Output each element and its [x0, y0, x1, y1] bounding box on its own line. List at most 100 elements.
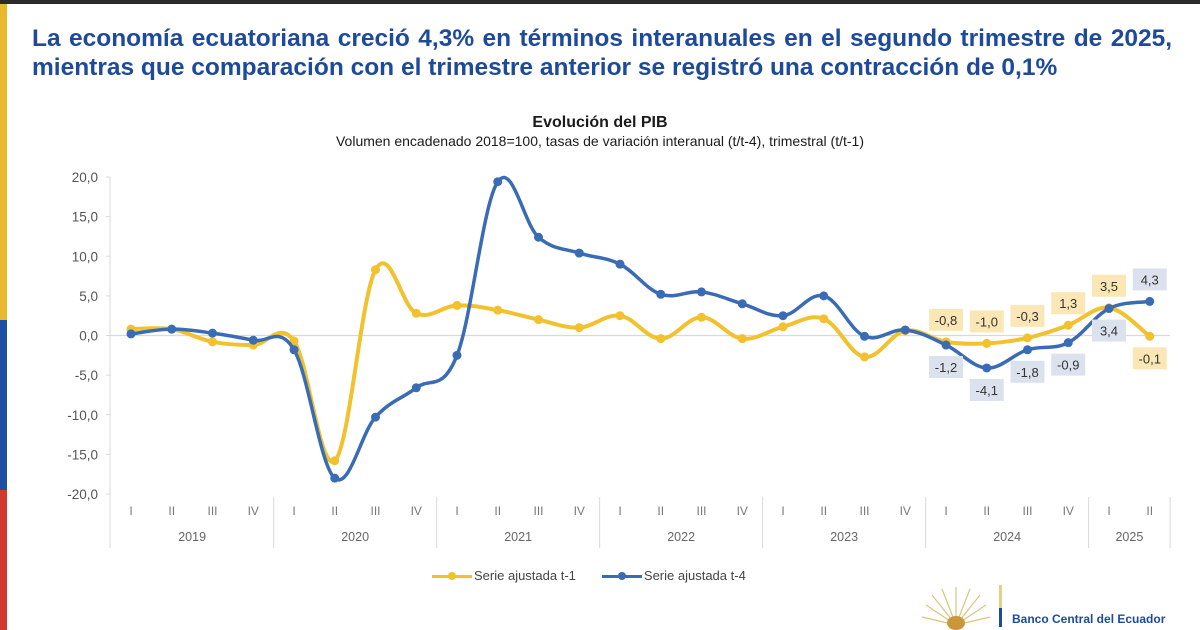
y-tick-label: -15,0: [67, 447, 98, 462]
data-point-t4: [1145, 296, 1155, 306]
chart-legend: Serie ajustada t-1 Serie ajustada t-4: [432, 568, 746, 583]
x-tick-label-quarter: II: [657, 504, 664, 518]
x-tick-label-quarter: IV: [248, 504, 259, 518]
x-tick-label-quarter: III: [696, 504, 706, 518]
data-point-t1: [1023, 333, 1032, 343]
data-point-t4: [126, 329, 136, 339]
data-label-t4: -1,8: [1016, 365, 1038, 380]
x-tick-label-year: 2023: [830, 530, 858, 544]
x-tick-label-year: 2025: [1115, 530, 1143, 544]
x-tick-label-quarter: III: [533, 504, 543, 518]
data-point-t4: [900, 325, 910, 335]
flag-stripe-red: [0, 490, 7, 630]
legend-label-t4: Serie ajustada t-4: [643, 568, 746, 583]
data-point-t1: [615, 311, 625, 321]
chart-subtitle: Volumen encadenado 2018=100, tasas de va…: [335, 133, 864, 149]
x-tick-label-quarter: I: [781, 504, 784, 518]
data-point-t1: [289, 336, 299, 346]
data-label-t1: -0,3: [1016, 309, 1038, 324]
data-label-bg-t1: [1010, 304, 1045, 327]
x-tick-label-quarter: I: [944, 504, 947, 518]
data-label-bg-t1: [1132, 347, 1167, 370]
data-point-t1: [371, 265, 380, 275]
data-label-t4: 3,4: [1100, 324, 1118, 339]
y-tick-label: 10,0: [72, 249, 98, 264]
data-point-t4: [1023, 345, 1032, 355]
data-point-t4: [656, 289, 666, 299]
x-tick-label-quarter: I: [292, 504, 295, 518]
legend-label-t1: Serie ajustada t-1: [474, 568, 576, 583]
data-label-t4: 4,3: [1141, 272, 1159, 287]
data-label-bg-t4: [1132, 268, 1167, 291]
data-label-bg-t4: [929, 356, 963, 379]
data-point-t1: [330, 456, 340, 466]
data-label-t1: -0,1: [1139, 351, 1161, 366]
data-point-t4: [208, 328, 217, 338]
data-label-bg-t1: [929, 308, 963, 331]
data-label-bg-t4: [1010, 360, 1045, 383]
legend-swatch-t4: [601, 570, 642, 582]
x-tick-label-quarter: IV: [411, 504, 422, 518]
data-point-t1: [737, 334, 747, 344]
x-tick-label-year: 2022: [667, 530, 695, 544]
x-tick-label-quarter: II: [494, 504, 501, 518]
data-point-t1: [574, 323, 584, 333]
data-label-bg-t1: [969, 310, 1004, 333]
y-tick-label: -10,0: [67, 408, 98, 423]
data-point-t1: [819, 314, 829, 324]
x-tick-label-quarter: IV: [574, 504, 585, 518]
data-label-t4: -4,1: [976, 383, 998, 398]
x-tick-label-quarter: III: [370, 504, 380, 518]
x-tick-label-quarter: IV: [1063, 504, 1074, 518]
data-point-t4: [1063, 338, 1073, 348]
data-label-bg-t4: [969, 378, 1004, 401]
data-point-t4: [289, 345, 299, 355]
flag-stripe-blue: [0, 320, 7, 490]
x-tick-label-quarter: IV: [737, 504, 748, 518]
data-point-t4: [697, 287, 706, 297]
data-point-t4: [615, 259, 625, 269]
data-point-t1: [534, 315, 543, 325]
headline: La economía ecuatoriana creció 4,3% en t…: [32, 25, 1172, 81]
data-point-t4: [860, 331, 869, 341]
x-tick-label-year: 2020: [341, 530, 369, 544]
data-point-t1: [697, 312, 706, 322]
data-point-t4: [248, 335, 258, 345]
data-point-t4: [452, 350, 462, 360]
chart-title: Evolución del PIB: [532, 114, 668, 131]
data-point-t1: [860, 352, 869, 362]
data-point-t4: [1104, 304, 1114, 314]
x-tick-label-quarter: I: [1107, 504, 1110, 518]
data-label-bg-t4: [1051, 353, 1086, 376]
x-tick-label-quarter: I: [129, 504, 132, 518]
x-tick-label-quarter: III: [1022, 504, 1032, 518]
data-point-t4: [167, 324, 177, 334]
data-point-t1: [1145, 331, 1155, 341]
data-label-bg-t4: [1092, 319, 1126, 342]
data-point-t4: [534, 232, 543, 242]
y-tick-label: 20,0: [72, 170, 98, 185]
x-tick-label-quarter: I: [455, 504, 458, 518]
data-label-t4: -0,9: [1057, 358, 1079, 373]
data-point-t4: [778, 311, 788, 321]
data-point-t4: [574, 248, 584, 258]
y-tick-label: 5,0: [79, 289, 98, 304]
data-point-t4: [982, 363, 992, 373]
data-point-t1: [1063, 320, 1073, 330]
condor-emblem-icon: [921, 587, 991, 630]
data-point-t1: [208, 337, 217, 347]
y-tick-label: -5,0: [75, 368, 98, 383]
data-label-bg-t1: [1051, 292, 1086, 315]
x-tick-label-quarter: I: [618, 504, 621, 518]
data-point-t4: [371, 412, 380, 422]
data-label-t1: -0,8: [935, 313, 957, 328]
x-tick-label-quarter: III: [859, 504, 869, 518]
series-line-t4: [129, 176, 1152, 482]
data-label-t4: -1,2: [935, 360, 957, 375]
data-label-t1: 3,5: [1100, 279, 1118, 294]
x-tick-label-year: 2021: [504, 530, 532, 544]
y-tick-label: -20,0: [67, 487, 98, 502]
x-tick-label-quarter: II: [331, 504, 338, 518]
x-tick-label-quarter: II: [1146, 504, 1153, 518]
